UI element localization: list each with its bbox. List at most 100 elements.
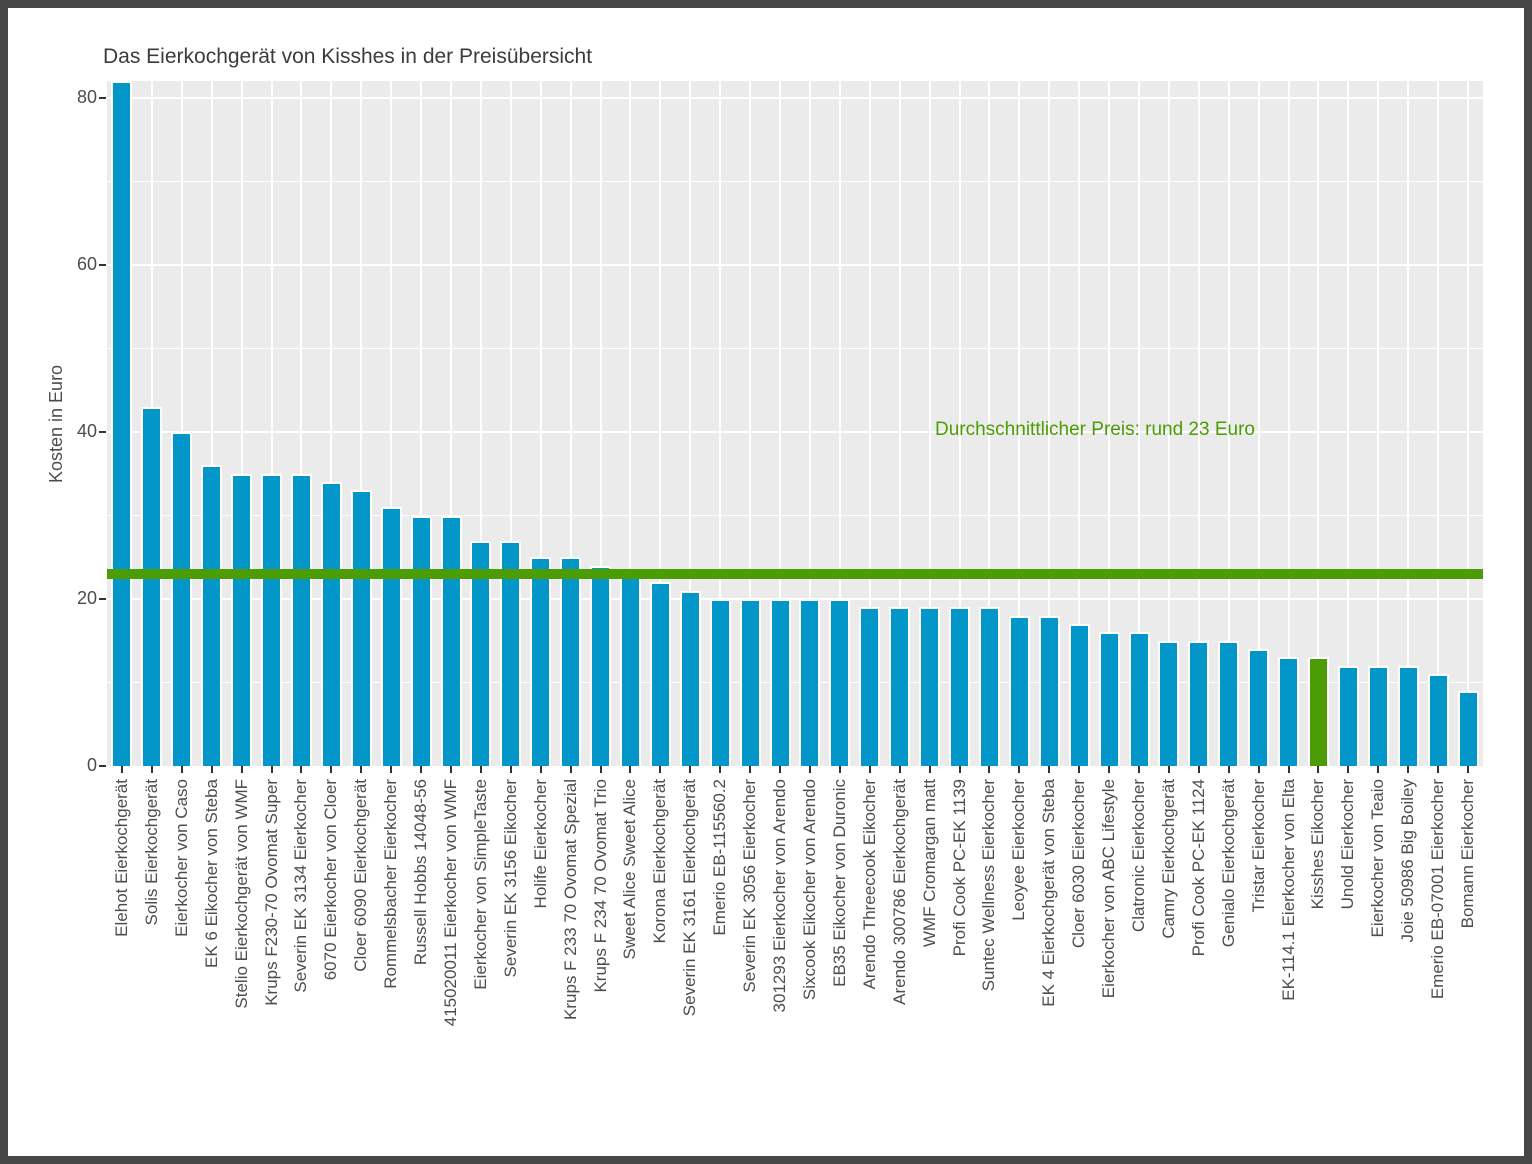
x-tick: [1437, 766, 1440, 773]
major-gridline: [107, 264, 1483, 266]
vertical-gridline: [1377, 81, 1380, 766]
vertical-gridline: [629, 81, 632, 766]
vertical-gridline: [1138, 81, 1140, 766]
bar: [500, 540, 522, 766]
vertical-gridline: [838, 81, 841, 766]
x-tick-label: Emerio EB-115560.2: [710, 779, 730, 936]
x-tick-label: Leoyee Eierkocher: [1009, 779, 1029, 921]
x-tick-label: Severin EK 3056 Eierkocher: [740, 779, 760, 993]
x-tick: [1287, 766, 1290, 773]
bar: [410, 515, 432, 766]
bar: [1457, 690, 1479, 766]
bar: [530, 557, 552, 766]
bar: [978, 607, 1000, 766]
x-tick-label: EB35 Eikocher von Duronic: [829, 779, 849, 987]
x-tick-label: Holife Eierkocher: [530, 779, 550, 909]
vertical-gridline: [1048, 81, 1051, 766]
vertical-gridline: [988, 81, 991, 766]
x-tick: [1048, 766, 1051, 773]
vertical-gridline: [1347, 81, 1350, 766]
bar: [739, 599, 761, 766]
vertical-gridline: [779, 81, 782, 766]
x-tick: [509, 766, 512, 773]
vertical-gridline: [958, 81, 961, 766]
major-gridline: [107, 431, 1483, 433]
x-tick: [1138, 766, 1140, 773]
bar: [679, 590, 701, 766]
vertical-gridline: [1407, 81, 1410, 766]
bar: [1158, 640, 1180, 766]
vertical-gridline: [479, 81, 482, 766]
x-tick-label: EK 4 Eierkochgerät von Steba: [1039, 779, 1059, 1007]
minor-gridline: [107, 515, 1483, 516]
x-tick-label: EK-114.1 Eierkocher von Elta: [1278, 779, 1298, 1001]
bar: [1038, 615, 1060, 766]
x-tick-label: Joie 50986 Big Boiley: [1398, 779, 1418, 943]
x-tick-label: Camry Eierkochgerät: [1158, 779, 1178, 939]
bar: [889, 607, 911, 766]
bar: [1367, 665, 1389, 766]
minor-gridline: [107, 181, 1483, 182]
x-tick: [360, 766, 363, 773]
bar: [859, 607, 881, 766]
x-tick-label: Russell Hobbs 14048-56: [411, 779, 431, 966]
x-tick: [1167, 766, 1170, 773]
x-tick-label: Eierkocher von Teaio: [1368, 779, 1388, 938]
x-tick: [1257, 766, 1260, 773]
x-tick-label: Severin EK 3134 Eierkocher: [291, 779, 311, 993]
x-tick: [420, 766, 423, 773]
bar: [320, 482, 342, 766]
x-tick: [539, 766, 542, 773]
bar: [919, 607, 941, 766]
vertical-gridline: [749, 81, 752, 766]
vertical-gridline: [1167, 81, 1170, 766]
vertical-gridline: [1437, 81, 1440, 766]
x-tick: [479, 766, 482, 773]
x-tick: [898, 766, 901, 773]
x-tick: [868, 766, 871, 773]
vertical-gridline: [928, 81, 931, 766]
bar: [350, 490, 372, 766]
vertical-gridline: [1078, 81, 1081, 766]
vertical-gridline: [719, 81, 722, 766]
x-tick-label: Solis Eierkochgerät: [141, 779, 161, 926]
x-tick: [988, 766, 991, 773]
vertical-gridline: [270, 81, 273, 766]
chart-area: Das Eierkochgerät von Kisshes in der Pre…: [8, 8, 1524, 1156]
bar: [440, 515, 462, 766]
x-tick-label: Severin EK 3161 Eierkochgerät: [680, 779, 700, 1017]
x-tick: [629, 766, 632, 773]
bar: [261, 473, 283, 766]
x-tick-label: Bomann Eierkocher: [1458, 779, 1478, 929]
vertical-gridline: [868, 81, 871, 766]
vertical-gridline: [1197, 81, 1200, 766]
bar: [1098, 632, 1120, 766]
vertical-gridline: [1467, 81, 1470, 766]
bar: [1218, 640, 1240, 766]
x-tick: [749, 766, 752, 773]
vertical-gridline: [1227, 81, 1230, 766]
x-tick: [1197, 766, 1200, 773]
x-tick-label: Arendo Threecook Eikocher: [859, 779, 879, 990]
x-tick: [599, 766, 602, 773]
y-tick-label: 20: [76, 588, 97, 608]
vertical-gridline: [450, 81, 452, 766]
bar: [709, 599, 731, 766]
bar: [829, 599, 851, 766]
x-tick-label: EK 6 Eikocher von Steba: [201, 779, 221, 969]
bar: [1337, 665, 1359, 766]
x-tick-label: Cloer 6030 Eierkocher: [1069, 779, 1089, 949]
x-tick: [210, 766, 213, 773]
x-tick-label: Rommelsbacher Eierkocher: [381, 779, 401, 989]
y-tick: [99, 765, 106, 767]
x-tick-label: Korona Eierkochgerät: [650, 779, 670, 944]
average-price-annotation: Durchschnittlicher Preis: rund 23 Euro: [935, 419, 1255, 440]
y-tick: [99, 431, 106, 433]
vertical-gridline: [599, 81, 602, 766]
minor-gridline: [107, 348, 1483, 349]
x-tick-label: Profi Cook PC-EK 1139: [949, 779, 969, 957]
x-tick: [300, 766, 303, 773]
bar: [290, 473, 312, 766]
x-tick: [659, 766, 662, 773]
x-tick-label: Elehot Eierkochgerät: [111, 779, 131, 937]
